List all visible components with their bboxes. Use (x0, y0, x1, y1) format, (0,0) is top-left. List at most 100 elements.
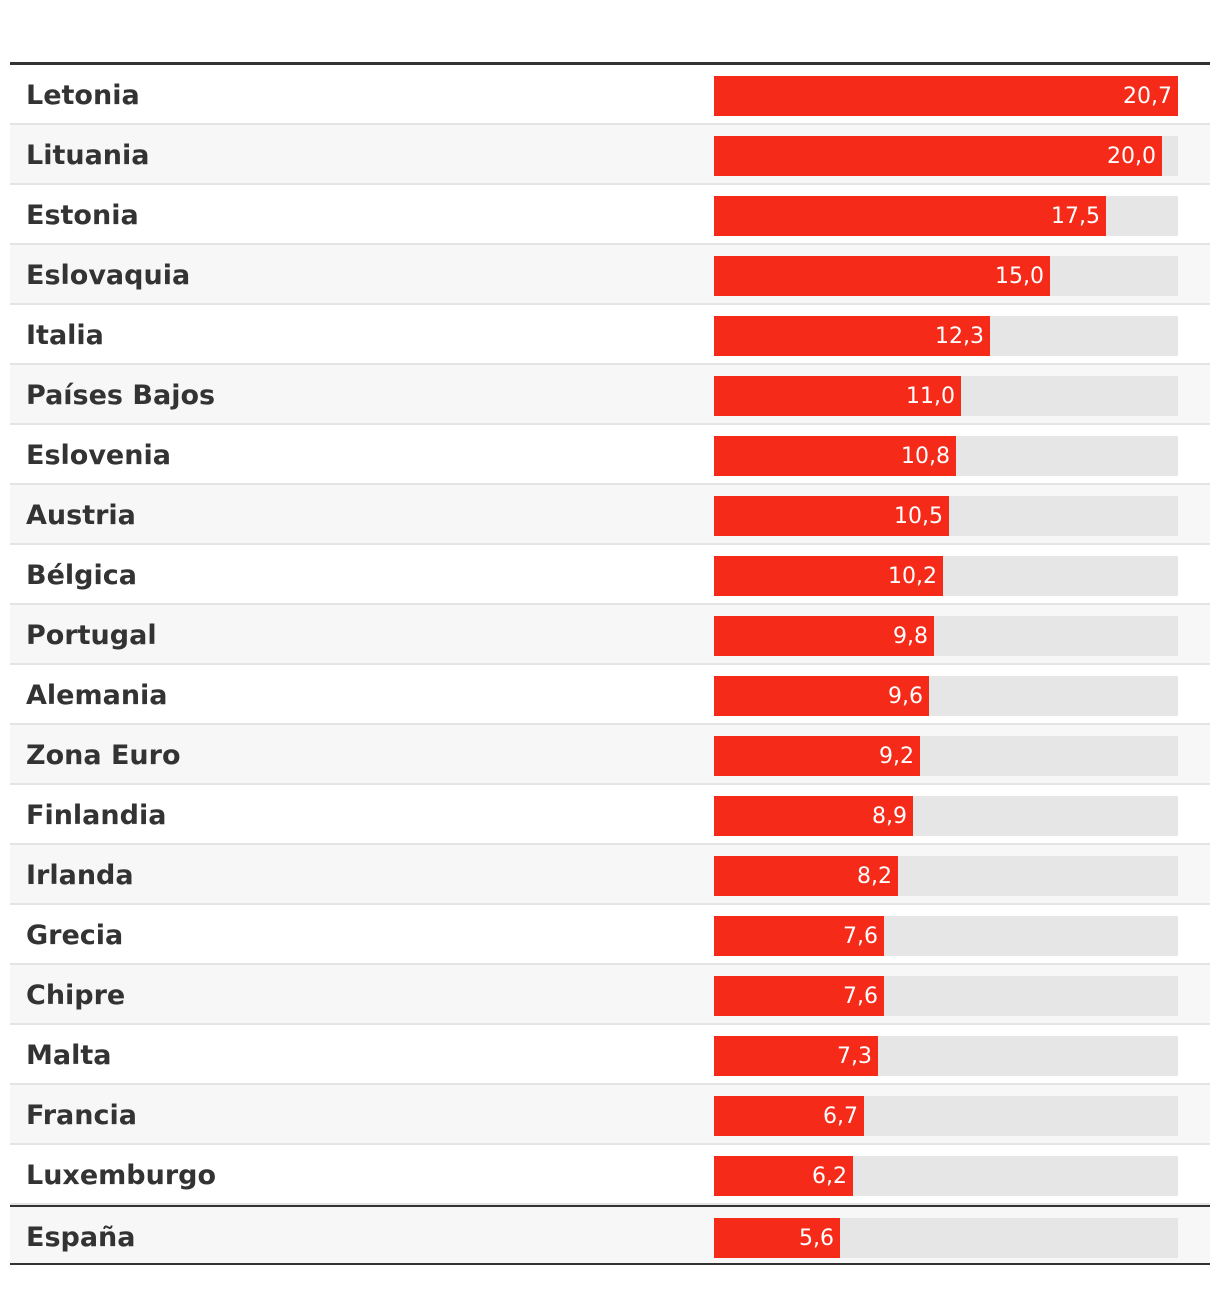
bar: 9,6 (714, 676, 929, 716)
bar: 10,5 (714, 496, 949, 536)
value-label: 7,6 (843, 984, 878, 1009)
value-label: 20,0 (1107, 144, 1156, 169)
chart-row: Letonia 20,7 (10, 65, 1210, 125)
value-label: 5,6 (799, 1226, 834, 1251)
bar: 8,2 (714, 856, 898, 896)
chart-row: Luxemburgo 6,2 (10, 1145, 1210, 1205)
value-label: 6,7 (823, 1104, 858, 1129)
value-label: 9,6 (888, 684, 923, 709)
bar-track: 17,5 (714, 196, 1178, 236)
bar-track: 7,3 (714, 1036, 1178, 1076)
bar-chart: Letonia 20,7 Lituania 20,0 Estonia 17,5 Eslova… (10, 62, 1210, 1265)
chart-row: Grecia 7,6 (10, 905, 1210, 965)
bar: 20,0 (714, 136, 1162, 176)
chart-row: Malta 7,3 (10, 1025, 1210, 1085)
value-label: 12,3 (935, 324, 984, 349)
chart-row: Alemania 9,6 (10, 665, 1210, 725)
category-label: Lituania (26, 140, 150, 171)
bar-track: 20,0 (714, 136, 1178, 176)
bar: 10,2 (714, 556, 943, 596)
category-label: España (26, 1222, 136, 1253)
category-label: Eslovaquia (26, 260, 191, 291)
bar: 7,6 (714, 916, 884, 956)
bar-track: 10,5 (714, 496, 1178, 536)
value-label: 8,2 (857, 864, 892, 889)
bar: 15,0 (714, 256, 1050, 296)
bar-track: 9,6 (714, 676, 1178, 716)
chart-row: Zona Euro 9,2 (10, 725, 1210, 785)
value-label: 17,5 (1051, 204, 1100, 229)
value-label: 11,0 (906, 384, 955, 409)
value-label: 20,7 (1123, 84, 1172, 109)
chart-row: Eslovaquia 15,0 (10, 245, 1210, 305)
category-label: Italia (26, 320, 104, 351)
bar: 6,7 (714, 1096, 864, 1136)
value-label: 9,2 (879, 744, 914, 769)
bar-track: 11,0 (714, 376, 1178, 416)
category-label: Francia (26, 1100, 137, 1131)
category-label: Austria (26, 500, 136, 531)
category-label: Letonia (26, 80, 140, 111)
bar-track: 8,9 (714, 796, 1178, 836)
bar-track: 7,6 (714, 916, 1178, 956)
chart-rows: Letonia 20,7 Lituania 20,0 Estonia 17,5 Eslova… (10, 65, 1210, 1265)
value-label: 8,9 (872, 804, 907, 829)
chart-row: Lituania 20,0 (10, 125, 1210, 185)
category-label: Chipre (26, 980, 126, 1011)
bar-track: 7,6 (714, 976, 1178, 1016)
bar-track: 12,3 (714, 316, 1178, 356)
value-label: 10,2 (888, 564, 937, 589)
category-label: Luxemburgo (26, 1160, 217, 1191)
value-label: 10,8 (901, 444, 950, 469)
chart-row: Portugal 9,8 (10, 605, 1210, 665)
bar-track: 9,8 (714, 616, 1178, 656)
bar-track: 6,7 (714, 1096, 1178, 1136)
chart-row: Irlanda 8,2 (10, 845, 1210, 905)
category-label: Eslovenia (26, 440, 171, 471)
bar-track: 20,7 (714, 76, 1178, 116)
bar: 7,6 (714, 976, 884, 1016)
category-label: Portugal (26, 620, 157, 651)
chart-row: Estonia 17,5 (10, 185, 1210, 245)
chart-row: Eslovenia 10,8 (10, 425, 1210, 485)
chart-row: Chipre 7,6 (10, 965, 1210, 1025)
bar-track: 6,2 (714, 1156, 1178, 1196)
category-label: Alemania (26, 680, 168, 711)
chart-row: Países Bajos 11,0 (10, 365, 1210, 425)
category-label: Bélgica (26, 560, 137, 591)
bar: 9,2 (714, 736, 920, 776)
chart-row: Bélgica 10,2 (10, 545, 1210, 605)
value-label: 7,6 (843, 924, 878, 949)
chart-row: Austria 10,5 (10, 485, 1210, 545)
top-rule (10, 62, 1210, 65)
chart-row: España 5,6 (10, 1205, 1210, 1265)
value-label: 9,8 (893, 624, 928, 649)
bar-track: 5,6 (714, 1218, 1178, 1258)
bar: 20,7 (714, 76, 1178, 116)
chart-row: Italia 12,3 (10, 305, 1210, 365)
bar-track: 10,2 (714, 556, 1178, 596)
chart-row: Francia 6,7 (10, 1085, 1210, 1145)
bar: 11,0 (714, 376, 961, 416)
bar: 8,9 (714, 796, 913, 836)
bar: 5,6 (714, 1218, 840, 1258)
category-label: Malta (26, 1040, 112, 1071)
bar-track: 9,2 (714, 736, 1178, 776)
value-label: 6,2 (812, 1164, 847, 1189)
category-label: Zona Euro (26, 740, 181, 771)
bar-track: 10,8 (714, 436, 1178, 476)
category-label: Países Bajos (26, 380, 216, 411)
value-label: 15,0 (995, 264, 1044, 289)
category-label: Grecia (26, 920, 124, 951)
value-label: 10,5 (894, 504, 943, 529)
category-label: Finlandia (26, 800, 167, 831)
chart-row: Finlandia 8,9 (10, 785, 1210, 845)
bar: 6,2 (714, 1156, 853, 1196)
bar-track: 15,0 (714, 256, 1178, 296)
bar: 9,8 (714, 616, 934, 656)
bar: 10,8 (714, 436, 956, 476)
bar: 12,3 (714, 316, 990, 356)
bar-track: 8,2 (714, 856, 1178, 896)
category-label: Estonia (26, 200, 139, 231)
bar: 7,3 (714, 1036, 878, 1076)
